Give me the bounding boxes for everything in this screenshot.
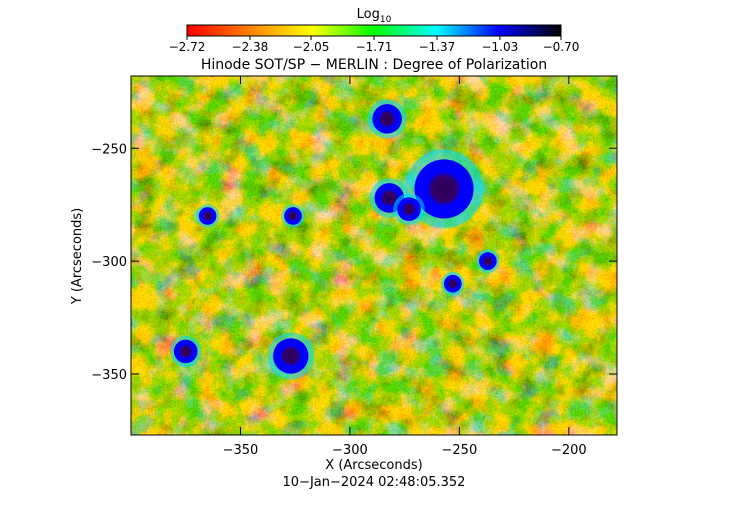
colorbar-ticks: −2.72 −2.38 −2.05 −1.71 −1.37 −1.03 −0.70: [169, 36, 580, 54]
x-tick-label: −300: [332, 443, 368, 458]
feature-core: [286, 209, 300, 223]
feature-core: [376, 107, 399, 130]
colorbar-tick-label: −0.70: [543, 40, 580, 54]
timestamp: 10−Jan−2024 02:48:05.352: [283, 475, 466, 490]
colorbar-tick-label: −1.37: [419, 40, 456, 54]
colorbar-tick-label: −1.71: [356, 40, 393, 54]
plot-frame: [130, 75, 618, 436]
chart-title: Hinode SOT/SP − MERLIN : Degree of Polar…: [201, 57, 547, 73]
colorbar-tick-label: −2.72: [169, 40, 206, 54]
heatmap-features: [169, 99, 500, 380]
x-axis-label: X (Arcseconds): [325, 458, 422, 473]
feature-core: [201, 209, 215, 223]
x-tick-label: −350: [223, 443, 259, 458]
x-tick-label: −250: [442, 443, 478, 458]
y-tick-label: −250: [91, 142, 127, 157]
colorbar: [186, 24, 562, 37]
y-tick-label: −300: [91, 255, 127, 270]
feature-core: [446, 277, 460, 291]
feature-core: [400, 200, 418, 218]
colorbar-label: Log10: [357, 7, 392, 25]
colorbar-tick-label: −1.03: [482, 40, 519, 54]
feature-core: [481, 254, 495, 268]
colorbar-tick-label: −2.05: [293, 40, 330, 54]
feature-core: [277, 342, 304, 370]
x-tick-label: −200: [551, 443, 587, 458]
y-axis-label: Y (Arcseconds): [70, 208, 85, 305]
feature-core: [176, 342, 195, 361]
heatmap-image: [131, 76, 617, 435]
colorbar-tick-label: −2.38: [232, 40, 269, 54]
feature-core: [422, 167, 466, 211]
y-tick-label: −350: [91, 368, 127, 383]
axis-ticks: −350 −300 −250 −200 −250 −300 −350: [91, 76, 617, 458]
